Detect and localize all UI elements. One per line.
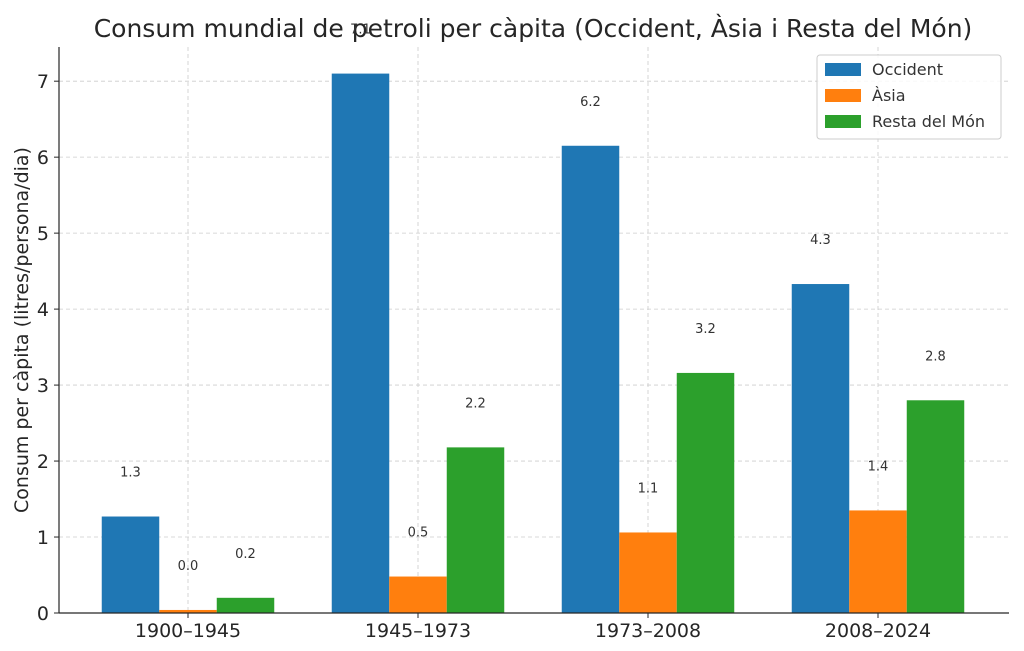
legend: Occident Àsia Resta del Món <box>816 54 1002 140</box>
y-ticks: 0 1 2 3 4 5 6 7 <box>37 71 59 625</box>
legend-label: Resta del Món <box>872 112 985 131</box>
y-tick-label: 1 <box>37 527 49 549</box>
data-label: 0.2 <box>235 547 256 562</box>
data-label: 0.0 <box>178 559 199 574</box>
bar <box>389 576 447 613</box>
bar <box>906 400 965 613</box>
x-tick-label: 2008–2024 <box>825 620 931 642</box>
legend-label: Occident <box>872 60 943 79</box>
bar <box>331 73 390 614</box>
y-tick-label: 3 <box>37 375 49 397</box>
y-tick-label: 4 <box>37 299 49 321</box>
data-label: 3.2 <box>695 322 716 337</box>
y-tick-label: 5 <box>37 223 49 245</box>
x-tick-label: 1945–1973 <box>365 620 471 642</box>
y-tick-label: 0 <box>37 603 49 625</box>
y-tick-label: 6 <box>37 147 49 169</box>
bar <box>159 609 217 613</box>
bar <box>849 510 907 613</box>
y-tick-label: 2 <box>37 451 49 473</box>
x-tick-label: 1973–2008 <box>595 620 701 642</box>
bar <box>561 145 620 613</box>
x-ticks: 1900–1945 1945–1973 1973–2008 2008–2024 <box>135 613 931 642</box>
data-labels: 1.3 7.1 6.2 4.3 0.0 0.5 1.1 1.4 0.2 2.2 3.2 2.8 <box>120 23 946 574</box>
data-label: 7.1 <box>350 23 371 38</box>
x-tick-label: 1900–1945 <box>135 620 241 642</box>
bar <box>446 447 505 613</box>
bars <box>101 73 965 614</box>
axes <box>58 47 1009 614</box>
bar <box>619 532 677 613</box>
bar <box>791 284 850 613</box>
legend-label: Àsia <box>872 86 906 105</box>
data-label: 4.3 <box>810 233 831 248</box>
bar <box>676 372 735 613</box>
data-label: 2.8 <box>925 349 946 364</box>
bar <box>101 516 160 613</box>
data-label: 1.4 <box>868 459 889 474</box>
y-tick-label: 7 <box>37 71 49 93</box>
y-axis-label: Consum per càpita (litres/persona/dia) <box>11 147 33 513</box>
chart-title: Consum mundial de petroli per càpita (Oc… <box>94 14 973 43</box>
data-label: 6.2 <box>580 95 601 110</box>
legend-swatch <box>825 63 861 76</box>
data-label: 0.5 <box>408 526 429 541</box>
legend-swatch <box>825 115 861 128</box>
data-label: 2.2 <box>465 396 486 411</box>
data-label: 1.1 <box>638 481 659 496</box>
bar <box>216 597 275 613</box>
legend-box <box>816 54 1002 140</box>
legend-swatch <box>825 89 861 102</box>
data-label: 1.3 <box>120 466 141 481</box>
